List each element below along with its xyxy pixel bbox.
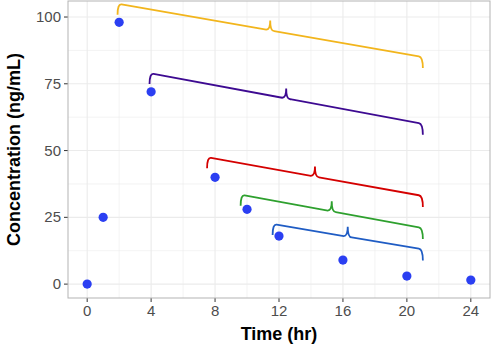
tick-label-y: 100	[36, 8, 61, 25]
tick-label-x: 24	[462, 302, 479, 319]
tick-label-x: 16	[335, 302, 352, 319]
grid-line-y	[68, 217, 490, 218]
data-point	[99, 213, 108, 222]
minor-grid-x	[438, 1, 439, 298]
grid-line-x	[278, 1, 279, 298]
grid-line-x	[215, 1, 216, 298]
chart: 0 4 8 12 16 20 24 0 25 50 75 100 Time (hr) Concentrat…	[0, 0, 500, 352]
grid-line-y	[68, 150, 490, 151]
grid-line-x	[342, 1, 343, 298]
tick-label-y: 0	[53, 275, 61, 292]
tick-y	[64, 17, 68, 18]
bracket	[118, 4, 423, 68]
grid-line-y	[68, 83, 490, 84]
data-point	[338, 255, 347, 264]
grid-line-x	[87, 1, 88, 298]
minor-grid-x	[183, 1, 184, 298]
x-axis-label: Time (hr)	[241, 324, 318, 344]
minor-grid-x	[310, 1, 311, 298]
tick-label-y: 50	[44, 142, 61, 159]
data-point	[83, 280, 92, 289]
panel-border	[68, 1, 490, 298]
data-point	[274, 231, 283, 240]
grid-line-x	[406, 1, 407, 298]
tick-label-x: 0	[83, 302, 91, 319]
plot-marks	[83, 4, 476, 288]
data-point	[242, 205, 251, 214]
grid-line-y	[68, 284, 490, 285]
bracket	[150, 74, 423, 135]
tick-label-y: 75	[44, 75, 61, 92]
plot-background	[68, 1, 490, 298]
tick-label-x: 8	[211, 302, 219, 319]
bracket	[241, 195, 423, 239]
minor-grid-x	[374, 1, 375, 298]
data-point	[147, 87, 156, 96]
tick-y	[64, 150, 68, 151]
tick-label-y: 25	[44, 208, 61, 225]
y-axis-label: Concentration (ng/mL)	[4, 53, 24, 246]
tick-label-x: 12	[271, 302, 288, 319]
minor-grid-x	[119, 1, 120, 298]
data-point	[466, 276, 475, 285]
tick-label-x: 20	[399, 302, 416, 319]
tick-label-x: 4	[147, 302, 155, 319]
data-point	[402, 271, 411, 280]
tick-y	[64, 217, 68, 218]
bracket	[273, 225, 423, 261]
tick-y	[64, 83, 68, 84]
grid-line-y	[68, 16, 490, 17]
tick-y	[64, 284, 68, 285]
data-point	[115, 18, 124, 27]
data-point	[210, 173, 219, 182]
grid-line-x	[470, 1, 471, 298]
grid-line-x	[151, 1, 152, 298]
minor-grid-x	[247, 1, 248, 298]
bracket	[207, 158, 423, 207]
